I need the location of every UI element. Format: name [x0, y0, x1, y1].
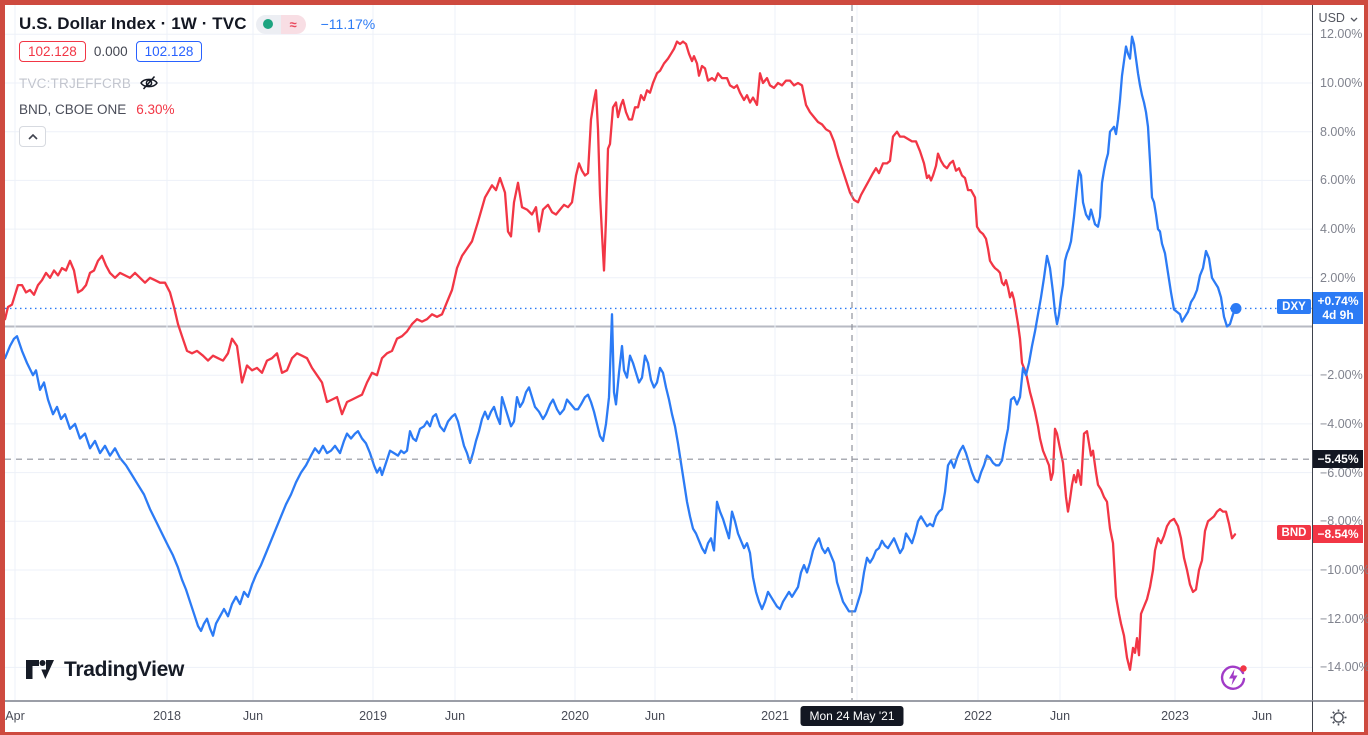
x-axis-label: 2021	[761, 709, 789, 723]
price-chart-canvas[interactable]	[5, 5, 1312, 700]
x-axis-label: 2019	[359, 709, 387, 723]
y-axis-label: −8.00%	[1320, 514, 1363, 529]
x-axis-label: 2022	[964, 709, 992, 723]
chart-legend: U.S. Dollar Index · 1W · TVC ≈ −11.17% 1…	[19, 14, 375, 147]
currency-dropdown[interactable]: USD	[1313, 11, 1364, 25]
y-axis-label: −10.00%	[1320, 563, 1368, 577]
x-axis-label: Jun	[644, 709, 666, 723]
price-axis[interactable]: USD 12.00% 10.00% 8.00% 6.00% 4.00% 2.00% −2.0…	[1312, 5, 1368, 700]
series-line-bnd[interactable]	[5, 40, 1237, 671]
chevron-down-icon	[1350, 17, 1358, 22]
value-change: 0.000	[93, 44, 128, 59]
tradingview-logo[interactable]: TradingView	[25, 657, 184, 682]
x-axis-label: Jun	[444, 709, 466, 723]
series-line-dxy[interactable]	[5, 35, 1238, 637]
close-value-box[interactable]: 102.128	[135, 41, 203, 62]
bnd-last-price-badge: −8.54%	[1313, 525, 1363, 544]
compare-value-bnd: 6.30%	[136, 102, 175, 117]
approximation-status-icon[interactable]: ≈	[280, 14, 306, 34]
x-axis-label: Jun	[1049, 709, 1071, 723]
chart-plot-area[interactable]	[5, 5, 1312, 700]
y-axis-label: −14.00%	[1320, 660, 1368, 675]
legend-collapse-button[interactable]	[19, 126, 46, 147]
eye-off-icon[interactable]	[139, 73, 159, 93]
time-axis[interactable]: Apr 2018 Jun 2019 Jun 2020 Jun 2021 2022 Jun 2023 J…	[5, 700, 1312, 732]
chart-window: U.S. Dollar Index · 1W · TVC ≈ −11.17% 1…	[5, 5, 1368, 732]
compare-symbol-bnd[interactable]: BND, CBOE ONE	[19, 102, 127, 117]
market-status-pill[interactable]: ≈	[255, 14, 306, 34]
symbol-change-percent: −11.17%	[320, 16, 376, 32]
realtime-status-icon[interactable]	[255, 14, 281, 34]
hidden-compare-symbol[interactable]: TVC:TRJEFFCRB	[19, 75, 132, 91]
dxy-series-label: DXY	[1277, 299, 1311, 315]
dxy-change-value: +0.74%	[1317, 294, 1359, 309]
bnd-series-label: BND	[1277, 525, 1311, 541]
y-axis-label: 10.00%	[1320, 76, 1363, 90]
realtime-dot-icon	[263, 19, 274, 29]
y-axis-label: 2.00%	[1320, 270, 1356, 285]
crosshair-price-badge: −5.45%	[1313, 450, 1363, 469]
x-axis-label: 2023	[1161, 709, 1189, 723]
flash-stream-icon[interactable]	[1217, 661, 1249, 693]
x-axis-label: 2020	[561, 709, 589, 723]
y-axis-label: −2.00%	[1320, 368, 1363, 383]
open-value-box[interactable]: 102.128	[19, 41, 86, 62]
x-axis-label: Jun	[1251, 709, 1273, 723]
crosshair-time-badge: Mon 24 May '21	[800, 706, 904, 726]
chevron-up-icon	[27, 133, 38, 140]
y-axis-label: 8.00%	[1320, 124, 1356, 139]
y-axis-label: 6.00%	[1320, 173, 1356, 188]
x-axis-label: Apr	[5, 709, 25, 723]
x-axis-label: Jun	[242, 709, 264, 723]
tradingview-mark-icon	[25, 657, 55, 682]
x-axis-label: 2018	[153, 709, 181, 723]
dxy-last-point-marker	[1230, 302, 1242, 314]
y-axis-label: 12.00%	[1320, 27, 1363, 42]
y-axis-label: −6.00%	[1320, 465, 1363, 480]
dxy-last-price-badge: +0.74% 4d 9h	[1313, 292, 1363, 325]
symbol-title[interactable]: U.S. Dollar Index · 1W · TVC	[19, 14, 247, 33]
y-axis-label: −4.00%	[1320, 416, 1363, 431]
tradingview-wordmark: TradingView	[64, 657, 185, 681]
gear-icon[interactable]	[1330, 709, 1347, 726]
y-axis-label: −12.00%	[1320, 611, 1368, 626]
currency-label: USD	[1318, 11, 1345, 25]
axis-settings-corner[interactable]	[1312, 700, 1364, 732]
y-axis-label: 4.00%	[1320, 222, 1356, 237]
dxy-countdown: 4d 9h	[1322, 308, 1354, 323]
